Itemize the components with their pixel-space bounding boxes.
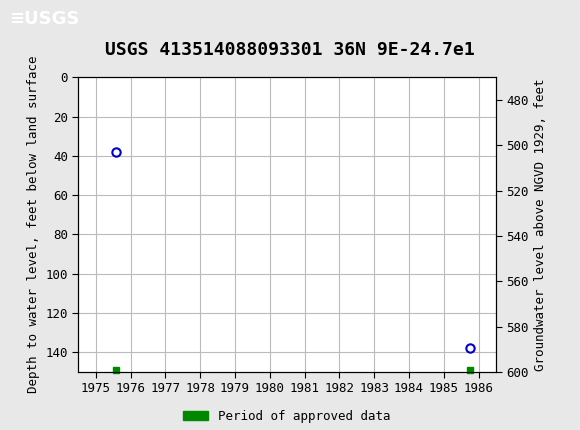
Text: ≡USGS: ≡USGS bbox=[9, 9, 79, 28]
Y-axis label: Groundwater level above NGVD 1929, feet: Groundwater level above NGVD 1929, feet bbox=[534, 78, 548, 371]
Legend: Period of approved data: Period of approved data bbox=[179, 405, 396, 427]
Text: USGS 413514088093301 36N 9E-24.7e1: USGS 413514088093301 36N 9E-24.7e1 bbox=[105, 41, 475, 59]
Y-axis label: Depth to water level, feet below land surface: Depth to water level, feet below land su… bbox=[27, 56, 40, 393]
